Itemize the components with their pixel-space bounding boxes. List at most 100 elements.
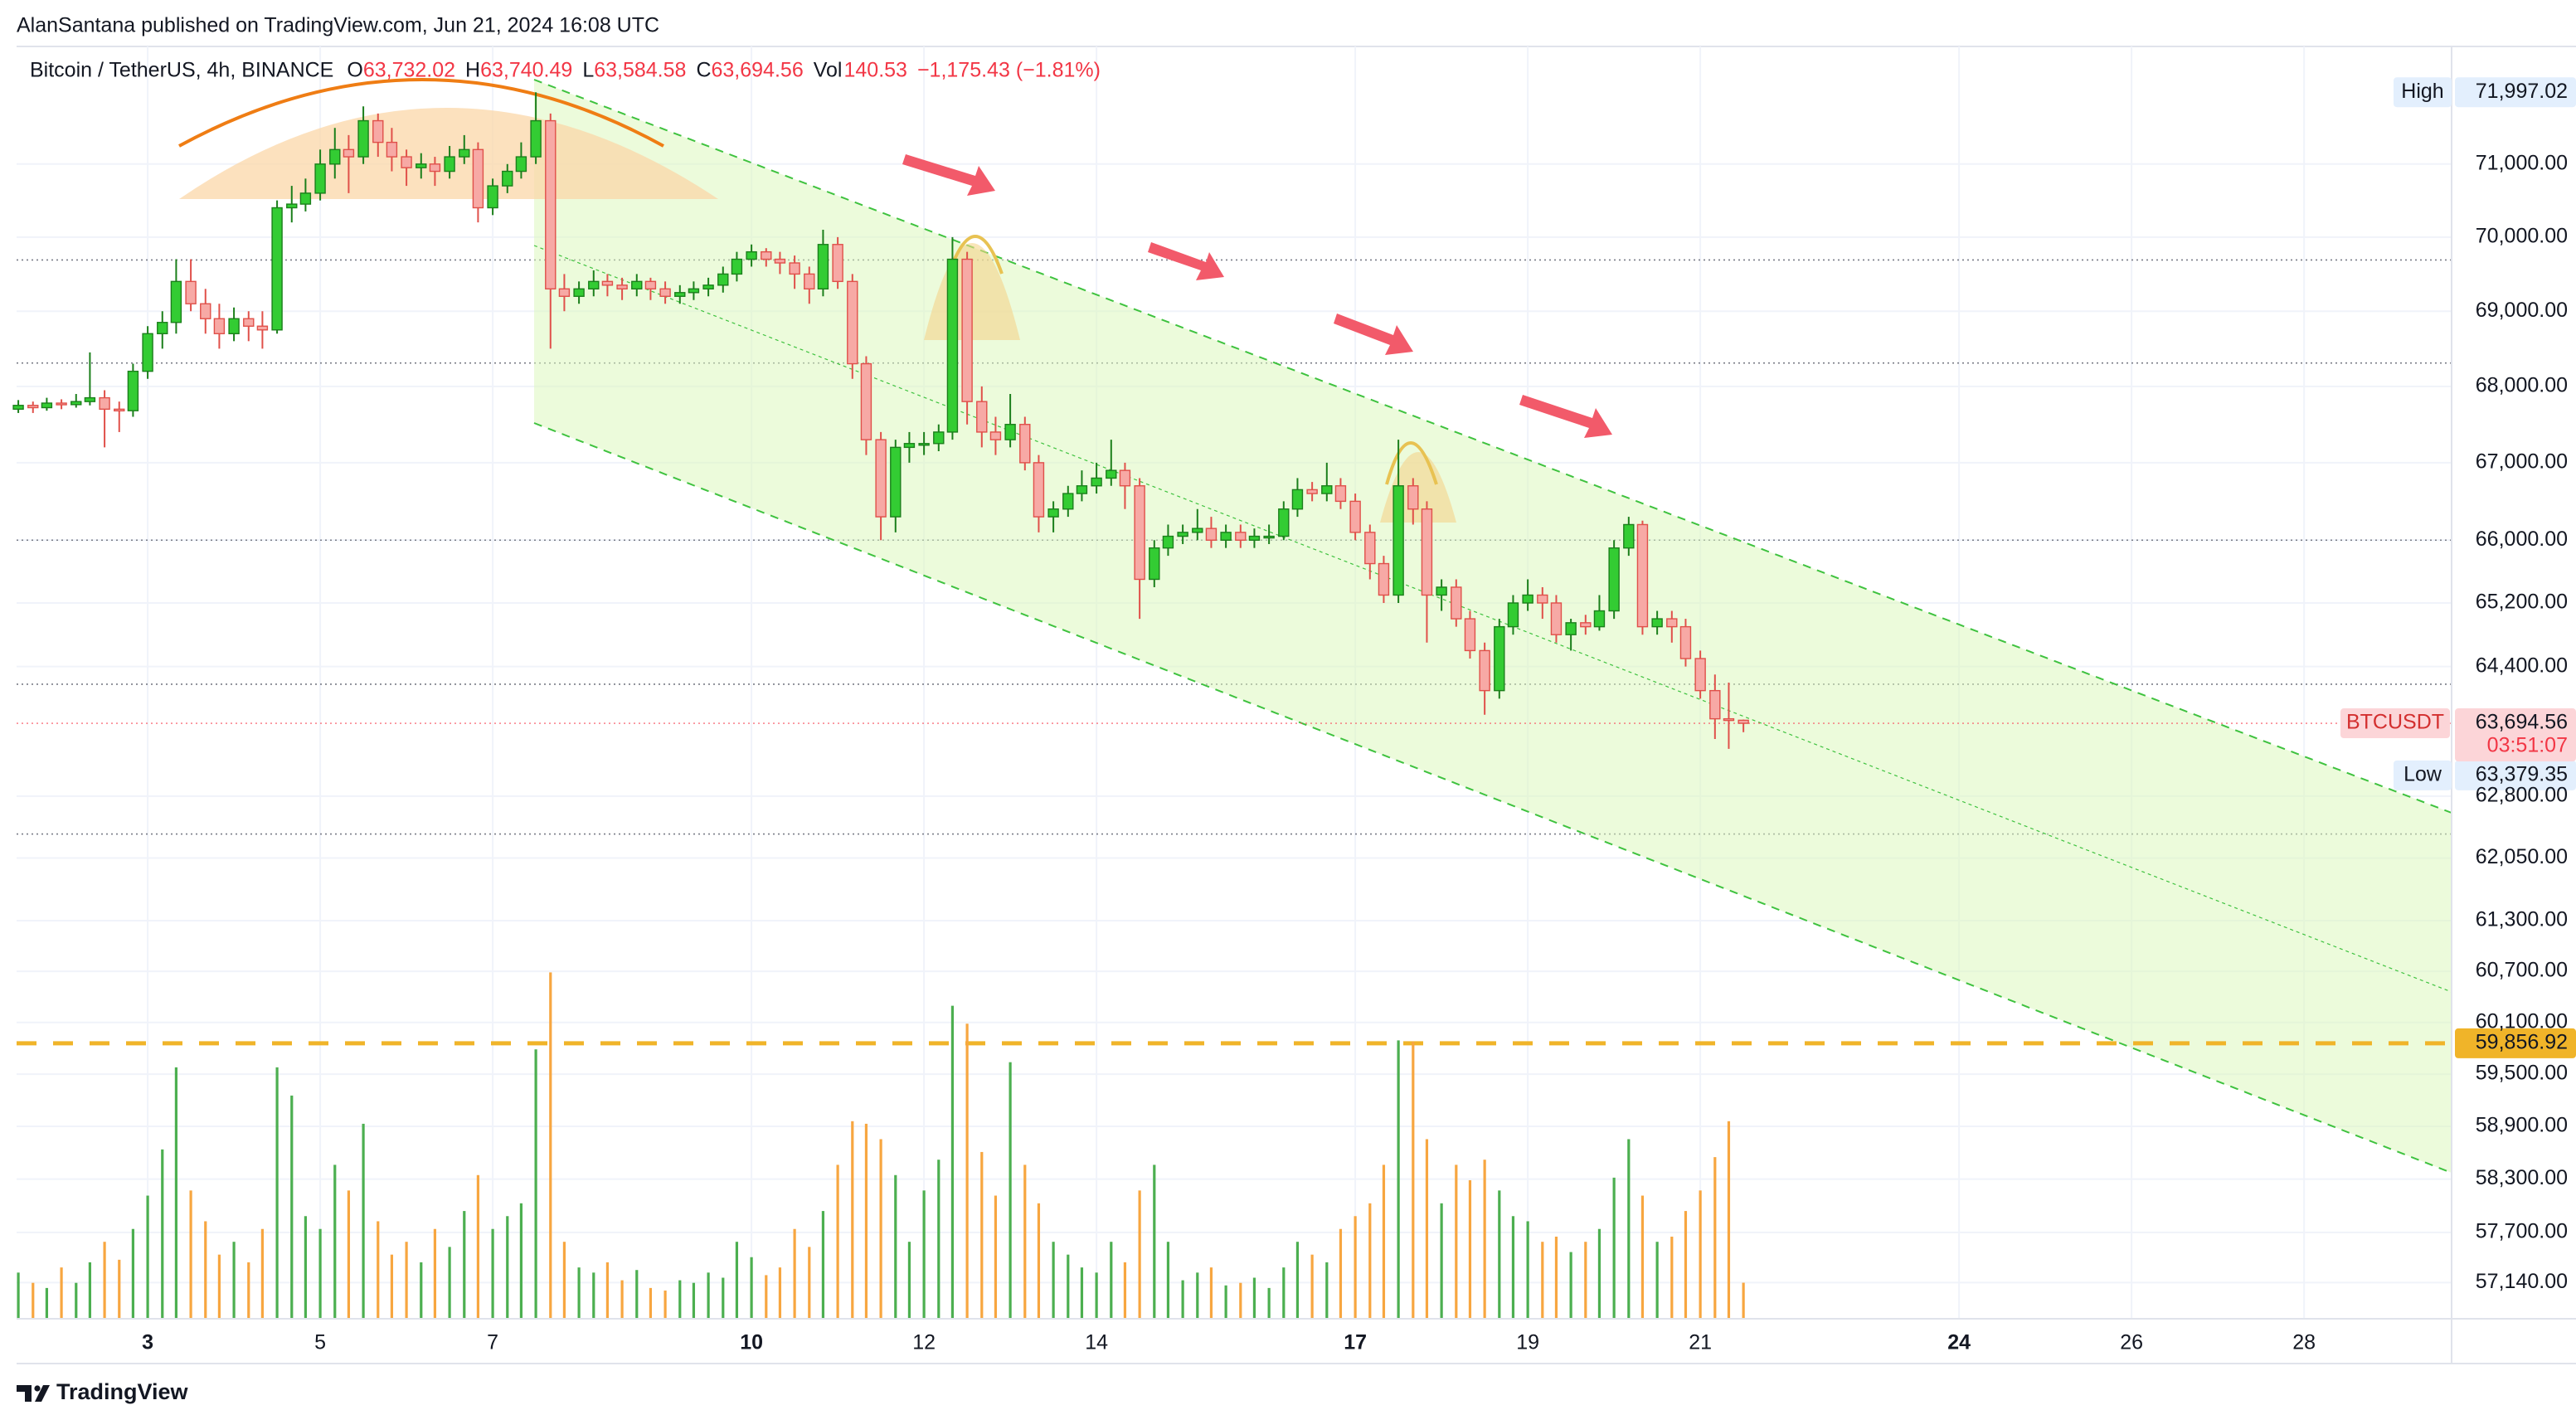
volume-bar bbox=[1455, 1164, 1458, 1319]
volume-bar bbox=[1554, 1237, 1558, 1319]
candle-body bbox=[616, 284, 628, 289]
volume-bar bbox=[1597, 1228, 1601, 1319]
volume-bar bbox=[161, 1149, 164, 1319]
volume-bar bbox=[1339, 1228, 1343, 1319]
legend-vol: 140.53 bbox=[843, 59, 906, 82]
y-tick-label: 66,000.00 bbox=[2476, 528, 2568, 551]
legend: Bitcoin / TetherUS, 4h, BINANCE O 63,732.0… bbox=[30, 59, 1101, 82]
candle-body bbox=[674, 292, 686, 297]
candle-body bbox=[170, 280, 182, 323]
volume-bar bbox=[390, 1254, 394, 1319]
candle-body bbox=[1679, 625, 1692, 659]
x-tick-label: 21 bbox=[1689, 1331, 1712, 1354]
candle-body bbox=[1278, 508, 1290, 537]
volume-bar bbox=[937, 1160, 940, 1319]
volume-bar bbox=[1511, 1216, 1515, 1319]
volume-bar bbox=[1095, 1272, 1098, 1319]
candle-body bbox=[1106, 469, 1117, 479]
volume-bar bbox=[420, 1262, 423, 1319]
volume-bar bbox=[75, 1282, 78, 1319]
candle-body bbox=[903, 443, 916, 449]
legend-change: −1,175.43 (−1.81%) bbox=[917, 59, 1101, 82]
volume-bar bbox=[448, 1247, 451, 1319]
candle-body bbox=[774, 258, 786, 264]
candle-body bbox=[1192, 528, 1203, 533]
candle-body bbox=[157, 322, 168, 334]
tag-value: 71,997.02 bbox=[2476, 80, 2568, 103]
symbol-tag-bg bbox=[2340, 708, 2450, 739]
candle-body bbox=[1738, 719, 1749, 724]
candle-body bbox=[789, 262, 800, 275]
volume-bar bbox=[1612, 1177, 1616, 1319]
candle-body bbox=[1119, 469, 1131, 487]
candle-body bbox=[1407, 485, 1419, 510]
volume-bar bbox=[851, 1121, 854, 1319]
y-tick-label: 69,000.00 bbox=[2476, 299, 2568, 322]
volume-bar bbox=[1498, 1190, 1501, 1319]
candle-body bbox=[1636, 523, 1649, 628]
volume-bar bbox=[45, 1287, 49, 1319]
channel-mid bbox=[533, 245, 2452, 993]
tag-value: 63,379.35 bbox=[2476, 762, 2568, 785]
volume-bar bbox=[1670, 1237, 1674, 1319]
arrow bbox=[902, 154, 995, 196]
candle-body bbox=[644, 280, 657, 289]
candle-body bbox=[70, 401, 82, 406]
volume-bar bbox=[1181, 1280, 1184, 1319]
volume-bar bbox=[1584, 1242, 1587, 1319]
volume-bar bbox=[1052, 1242, 1055, 1319]
volume-bar bbox=[821, 1211, 825, 1319]
candle-body bbox=[56, 402, 67, 406]
volume-bar bbox=[217, 1254, 221, 1319]
candle-body bbox=[659, 288, 671, 297]
x-tick-label: 14 bbox=[1085, 1331, 1108, 1354]
y-tick-label: 70,000.00 bbox=[2476, 224, 2568, 247]
volume-bar bbox=[1684, 1211, 1688, 1319]
volume-bar bbox=[663, 1290, 667, 1319]
candle-body bbox=[1162, 535, 1174, 549]
volume-bar bbox=[118, 1259, 121, 1319]
volume-bar bbox=[750, 1257, 753, 1319]
volume-bar bbox=[808, 1247, 811, 1319]
volume-bar bbox=[994, 1195, 998, 1319]
candle-body bbox=[127, 370, 139, 411]
candle-body bbox=[1062, 493, 1074, 510]
volume-bar bbox=[318, 1228, 322, 1319]
tag-name-bg bbox=[2394, 77, 2452, 108]
volume-bar bbox=[1483, 1160, 1486, 1319]
x-tick-label: 5 bbox=[314, 1331, 326, 1354]
price-tags: 59,856.92 High 71,997.02 Low 63,379.35 BTCUSD… bbox=[2340, 77, 2576, 1058]
volume-bar bbox=[131, 1228, 135, 1319]
volume-bar bbox=[1569, 1252, 1572, 1319]
candle-body bbox=[99, 396, 110, 411]
legend-l-label: L bbox=[582, 59, 594, 82]
volume-bar bbox=[32, 1282, 35, 1319]
candle-body bbox=[1263, 535, 1275, 539]
candle-body bbox=[299, 192, 312, 205]
volume-bar bbox=[1080, 1267, 1084, 1319]
volume-bar bbox=[692, 1282, 696, 1319]
candle-body bbox=[731, 258, 743, 275]
candle-body bbox=[1291, 489, 1304, 510]
legend-h: 63,740.49 bbox=[480, 59, 572, 82]
y-tick-label: 58,900.00 bbox=[2476, 1114, 2568, 1137]
candle-body bbox=[1623, 523, 1635, 549]
candle-body bbox=[286, 203, 298, 209]
legend-l: 63,584.58 bbox=[594, 59, 686, 82]
volume-bar bbox=[260, 1228, 265, 1319]
volume-bar bbox=[562, 1242, 566, 1319]
footer-brand: TradingView bbox=[56, 1379, 189, 1404]
x-tick-label: 10 bbox=[740, 1331, 763, 1354]
volume-bar bbox=[635, 1270, 639, 1319]
logo-dot bbox=[34, 1385, 41, 1392]
plot bbox=[12, 92, 2452, 1319]
volume-bar bbox=[922, 1190, 926, 1319]
tag-value-bg bbox=[2455, 77, 2576, 108]
volume-bar bbox=[778, 1267, 782, 1319]
candle-body bbox=[228, 318, 240, 334]
volume-bar bbox=[204, 1221, 207, 1319]
volume-bar bbox=[1713, 1157, 1717, 1319]
volume-bar bbox=[476, 1174, 480, 1319]
y-tick-label: 57,140.00 bbox=[2476, 1270, 2568, 1293]
tag-name: High bbox=[2401, 80, 2443, 103]
